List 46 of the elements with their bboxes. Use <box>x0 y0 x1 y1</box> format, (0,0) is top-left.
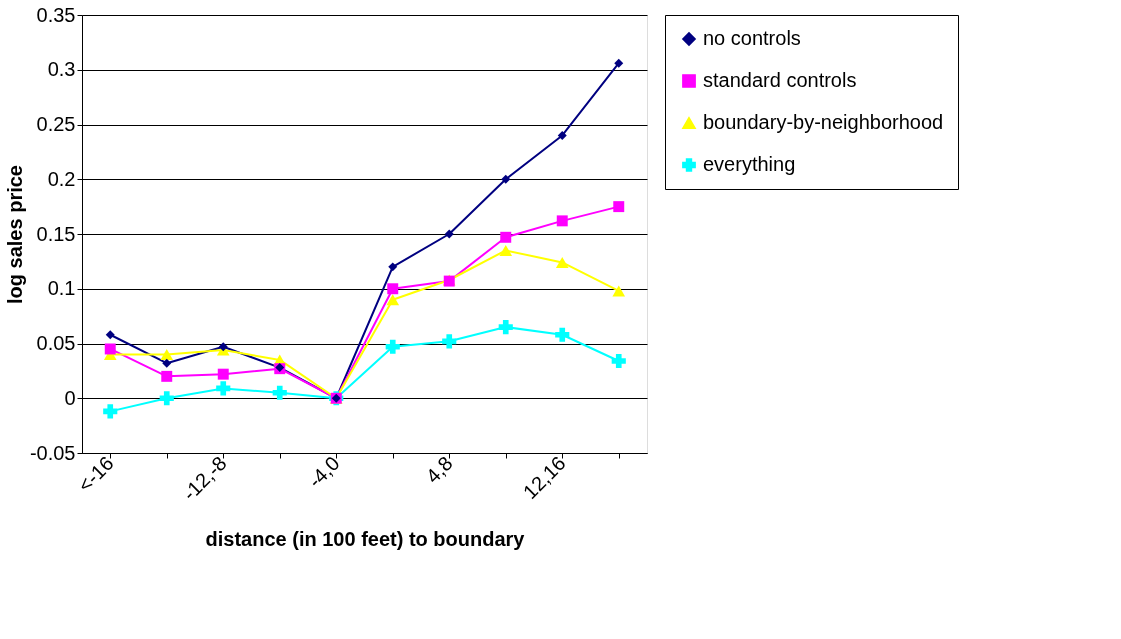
point <box>103 404 118 419</box>
y-axis-title: log sales price <box>3 165 26 304</box>
point <box>385 339 400 354</box>
point <box>499 244 513 256</box>
x-axis-title: distance (in 100 feet) to boundary <box>205 527 526 550</box>
point <box>388 262 398 272</box>
point <box>272 385 287 400</box>
point <box>442 334 457 349</box>
y-tick-label: 0.05 <box>36 332 76 354</box>
x-tick-label: -4,0 <box>303 452 344 492</box>
point <box>218 342 228 352</box>
point <box>387 283 399 295</box>
point <box>613 201 625 213</box>
legend-label: boundary-by-neighborhood <box>703 111 944 133</box>
point <box>498 320 513 335</box>
point <box>162 358 172 368</box>
point <box>444 229 454 239</box>
point <box>105 330 115 340</box>
legend-label: everything <box>703 153 796 175</box>
y-tick-label: 0.35 <box>36 3 76 26</box>
y-tick-label: 0 <box>64 386 76 409</box>
point <box>161 370 173 382</box>
point <box>556 215 568 227</box>
x-tick-label: 4,8 <box>421 452 457 488</box>
point <box>611 353 626 369</box>
point <box>386 294 400 306</box>
y-tick-label: 0.1 <box>47 277 76 300</box>
legend-label: standard controls <box>703 69 857 91</box>
point <box>104 343 116 355</box>
point <box>500 231 512 243</box>
y-tick-label: -0.05 <box>29 441 76 464</box>
point <box>612 285 626 297</box>
point <box>217 368 229 380</box>
y-tick-label: 0.3 <box>47 58 76 81</box>
point <box>614 58 624 68</box>
point <box>555 327 570 342</box>
y-tick-label: 0.15 <box>36 222 76 245</box>
point <box>501 174 511 184</box>
y-tick-label: 0.2 <box>47 167 76 190</box>
point <box>159 391 174 406</box>
point <box>216 381 231 396</box>
y-tick-label: 0.25 <box>36 113 76 135</box>
point <box>555 256 569 268</box>
point <box>160 348 174 360</box>
legend-label: no controls <box>703 27 801 49</box>
point <box>557 130 567 140</box>
